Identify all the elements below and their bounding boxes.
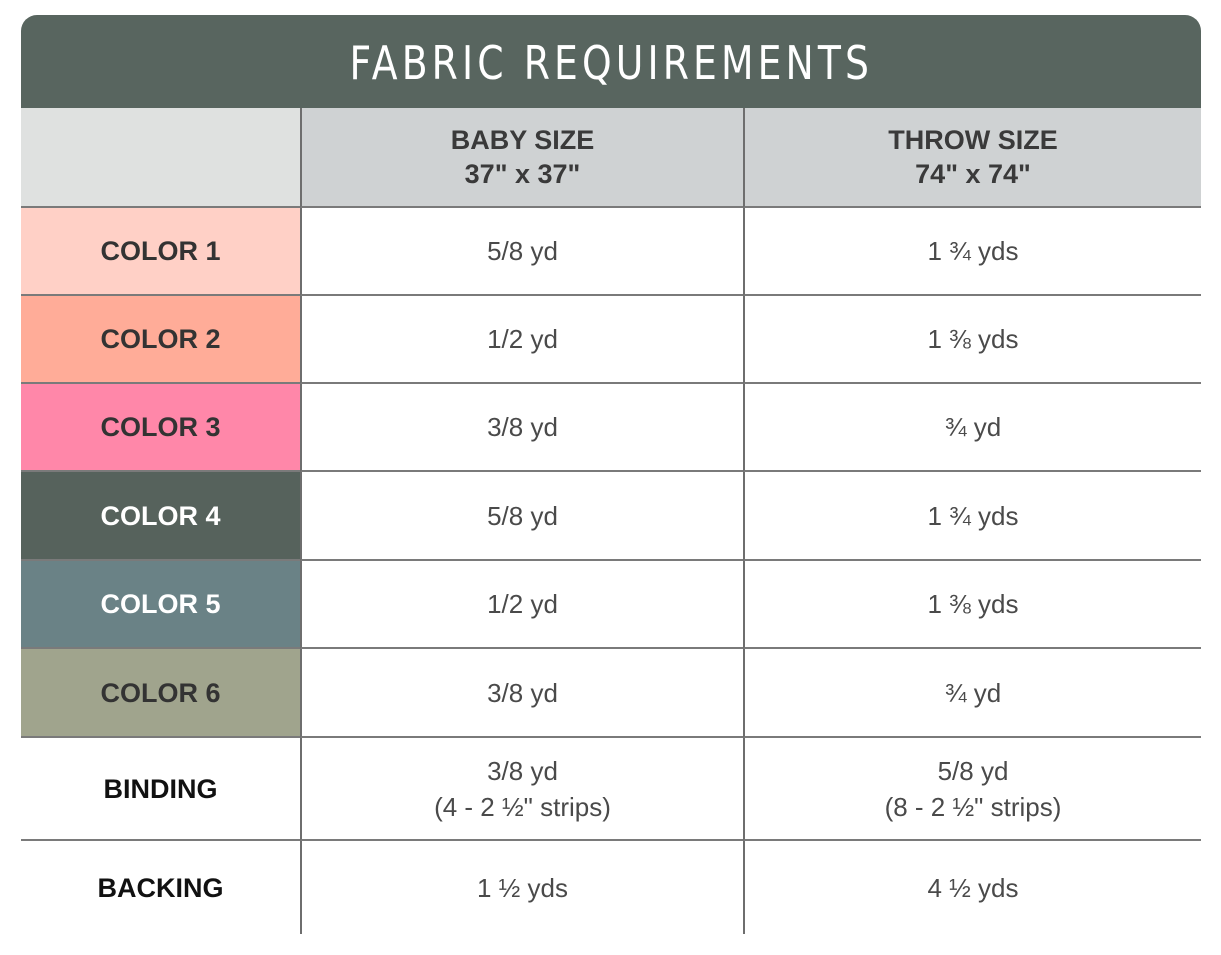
cell-baby: 1/2 yd bbox=[300, 296, 743, 384]
cell-baby: 1 ½ yds bbox=[300, 841, 743, 934]
cell-value: 5/8 yd bbox=[487, 236, 558, 266]
fabric-requirements-table: BABY SIZE 37" x 37" THROW SIZE 74" x 74"… bbox=[21, 108, 1201, 934]
column-name: THROW SIZE bbox=[888, 125, 1058, 155]
cell-baby: 3/8 yd bbox=[300, 649, 743, 738]
cell-value: 1 ⅜ yds bbox=[927, 324, 1019, 354]
column-dims: 74" x 74" bbox=[915, 159, 1031, 189]
cell-throw: 1 ⅜ yds bbox=[743, 296, 1201, 384]
cell-baby: 3/8 yd bbox=[300, 384, 743, 472]
cell-value: 1 ¾ yds bbox=[927, 236, 1019, 266]
cell-baby: 5/8 yd bbox=[300, 472, 743, 561]
cell-throw: 5/8 yd (8 - 2 ½" strips) bbox=[743, 738, 1201, 841]
row-label: COLOR 2 bbox=[21, 296, 300, 384]
cell-baby: 1/2 yd bbox=[300, 561, 743, 649]
table-title: FABRIC REQUIREMENTS bbox=[21, 15, 1201, 108]
cell-value: 3/8 yd bbox=[487, 755, 558, 786]
cell-value: ¾ yd bbox=[944, 412, 1002, 442]
cell-baby: 3/8 yd (4 - 2 ½" strips) bbox=[300, 738, 743, 841]
cell-value: 1 ¾ yds bbox=[927, 500, 1019, 531]
cell-throw: ¾ yd bbox=[743, 649, 1201, 738]
row-label: BINDING bbox=[21, 738, 300, 841]
cell-value: 4 ½ yds bbox=[927, 872, 1019, 903]
table-title-text: FABRIC REQUIREMENTS bbox=[349, 36, 873, 90]
cell-value: 5/8 yd bbox=[937, 755, 1009, 786]
row-label: BACKING bbox=[21, 841, 300, 934]
row-label: COLOR 6 bbox=[21, 649, 300, 738]
cell-value: 1/2 yd bbox=[487, 589, 558, 619]
column-header-throw: THROW SIZE 74" x 74" bbox=[743, 108, 1201, 208]
cell-value: 1 ½ yds bbox=[476, 872, 569, 903]
column-name: BABY SIZE bbox=[450, 125, 595, 155]
cell-value: 1 ⅜ yds bbox=[927, 589, 1019, 619]
cell-throw: 1 ⅜ yds bbox=[743, 561, 1201, 649]
header-corner bbox=[21, 108, 300, 208]
cell-throw: ¾ yd bbox=[743, 384, 1201, 472]
cell-value: 3/8 yd bbox=[487, 412, 558, 442]
row-label: COLOR 4 bbox=[21, 472, 300, 561]
cell-value: 3/8 yd bbox=[487, 677, 558, 708]
column-dims: 37" x 37" bbox=[464, 159, 581, 189]
row-label: COLOR 3 bbox=[21, 384, 300, 472]
cell-value: 5/8 yd bbox=[487, 500, 558, 531]
column-header-baby: BABY SIZE 37" x 37" bbox=[300, 108, 743, 208]
row-label: COLOR 5 bbox=[21, 561, 300, 649]
cell-value: (8 - 2 ½" strips) bbox=[884, 791, 1062, 822]
cell-throw: 1 ¾ yds bbox=[743, 472, 1201, 561]
row-label: COLOR 1 bbox=[21, 208, 300, 296]
cell-throw: 4 ½ yds bbox=[743, 841, 1201, 934]
cell-throw: 1 ¾ yds bbox=[743, 208, 1201, 296]
cell-value: (4 - 2 ½" strips) bbox=[434, 791, 611, 822]
cell-value: 1/2 yd bbox=[487, 324, 558, 354]
cell-baby: 5/8 yd bbox=[300, 208, 743, 296]
cell-value: ¾ yd bbox=[944, 677, 1002, 708]
